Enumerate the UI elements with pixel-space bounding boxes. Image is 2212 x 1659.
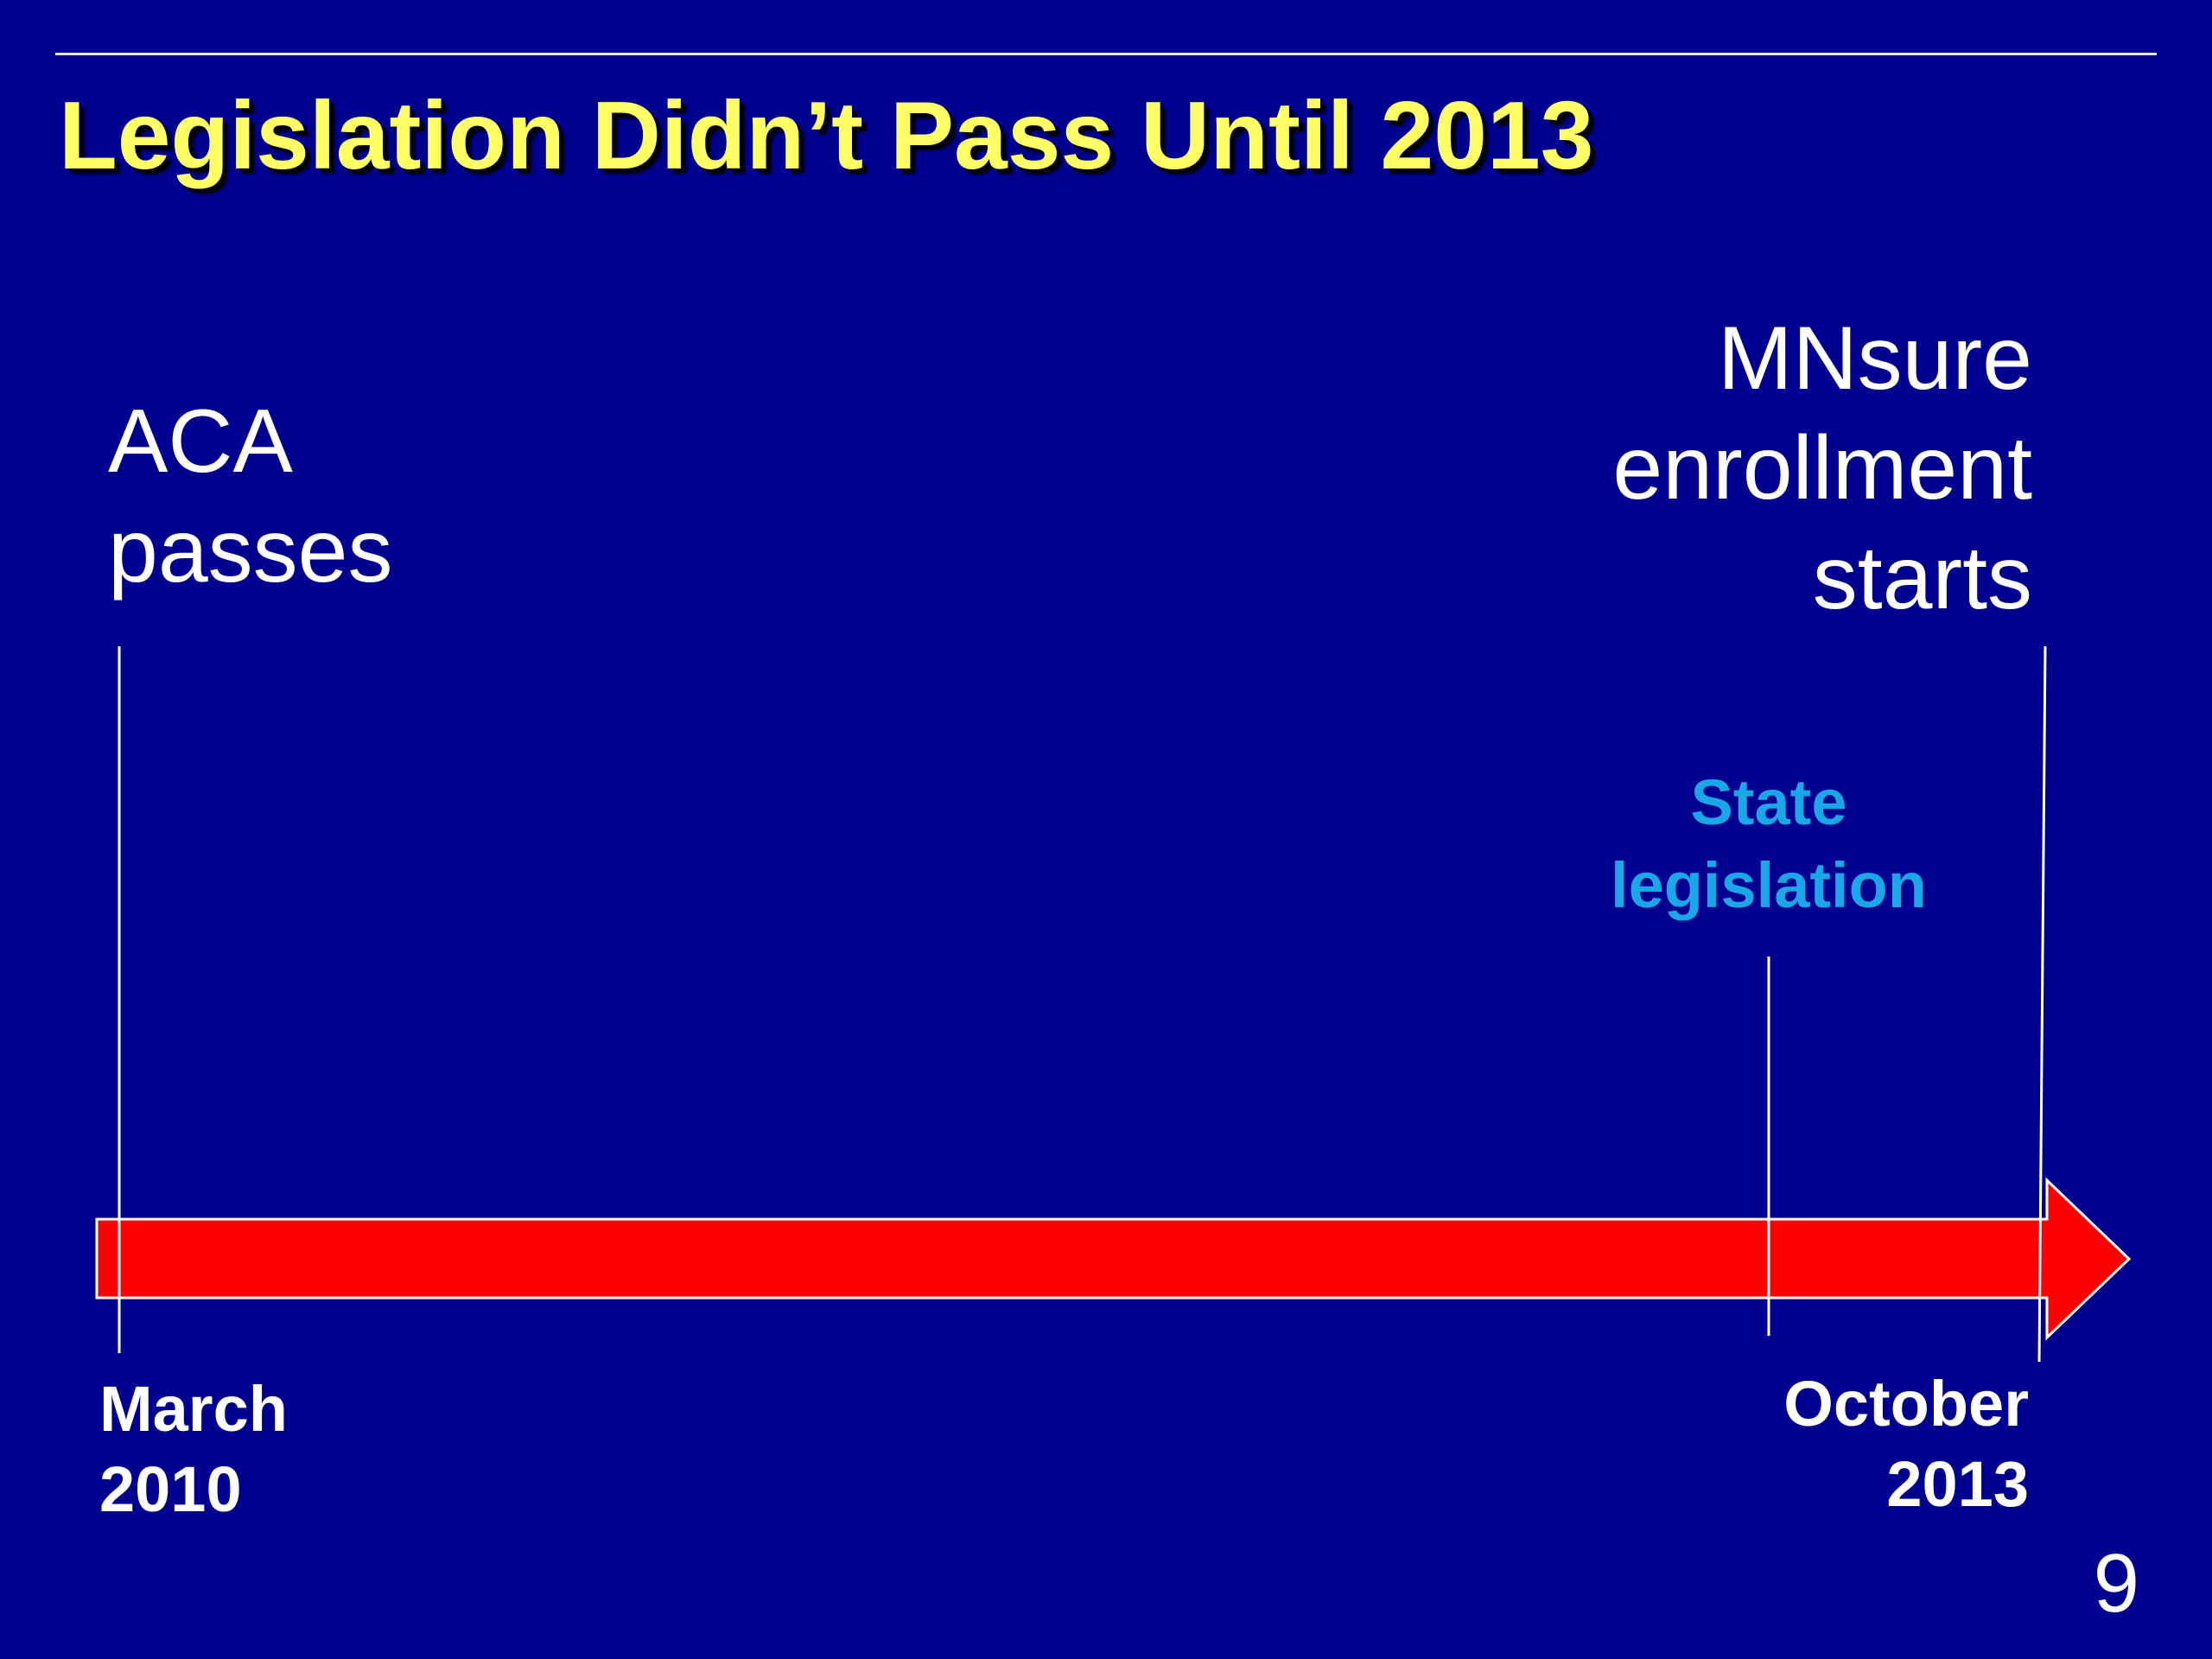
aca-label-line: ACA (108, 391, 293, 492)
end-date-label: October 2013 (1783, 1363, 2029, 1524)
slide-title: Legislation Didn’t Pass Until 2013 (59, 82, 1594, 189)
state-legislation-label: State legislation (1600, 761, 1937, 927)
end-date-month: October (1783, 1368, 2029, 1440)
mnsure-enrollment-label: MNsure enrollment starts (1612, 304, 2032, 633)
timeline-arrow (95, 1177, 2132, 1341)
state-legislation-line: legislation (1611, 849, 1927, 921)
start-date-month: March (99, 1373, 288, 1445)
state-legislation-line: State (1690, 766, 1847, 838)
mnsure-label-line: MNsure (1717, 308, 2032, 409)
page-number: 9 (2093, 1537, 2139, 1630)
end-date-year: 2013 (1886, 1448, 2029, 1520)
aca-passes-label: ACA passes (108, 387, 393, 607)
start-date-label: March 2010 (99, 1369, 288, 1529)
aca-label-line: passes (108, 501, 393, 601)
mnsure-label-line: starts (1812, 528, 2032, 628)
top-divider (55, 53, 2157, 55)
start-date-year: 2010 (99, 1453, 242, 1525)
mnsure-tick-line (2037, 645, 2047, 1363)
mnsure-label-line: enrollment (1612, 418, 2032, 518)
